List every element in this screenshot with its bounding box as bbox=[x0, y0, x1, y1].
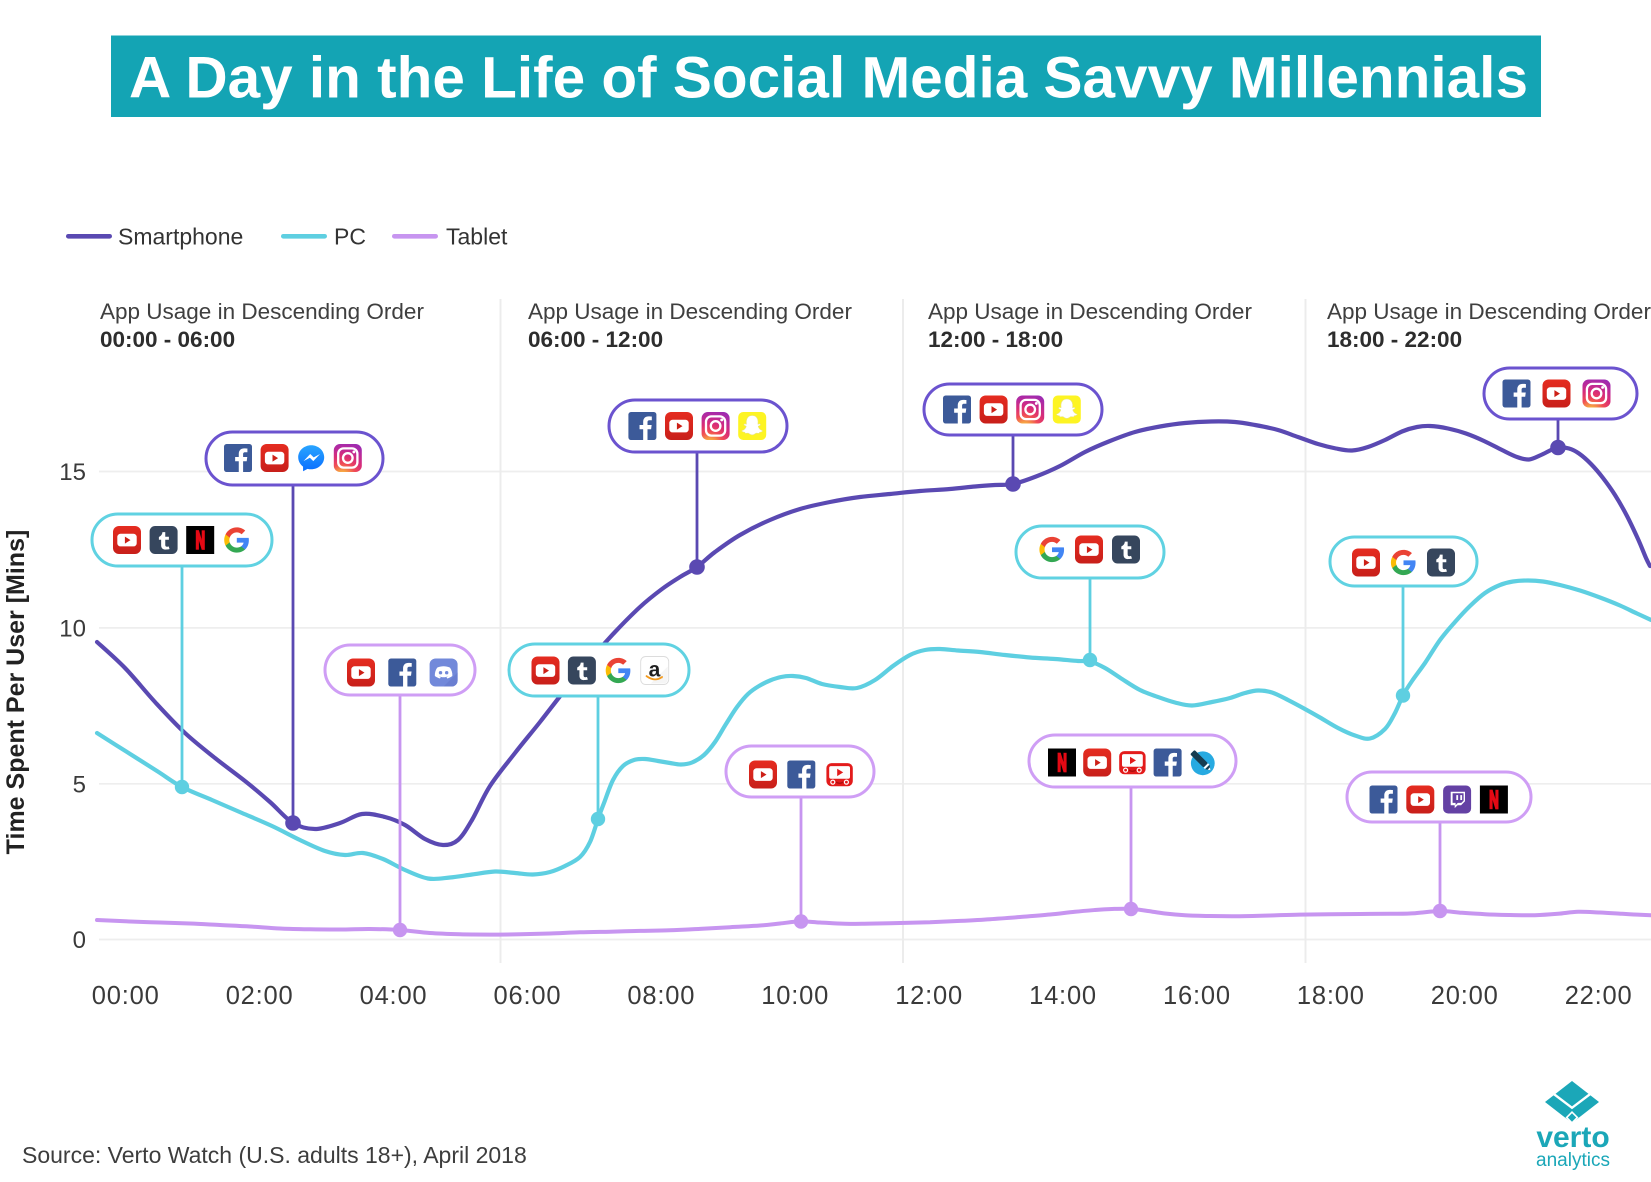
svg-text:0: 0 bbox=[73, 927, 86, 954]
svg-text:App Usage in Descending Order: App Usage in Descending Order bbox=[1327, 299, 1651, 324]
svg-text:A Day in the Life of Social Me: A Day in the Life of Social Media Savvy … bbox=[129, 46, 1528, 111]
svg-text:5: 5 bbox=[73, 771, 86, 798]
svg-text:18:00 - 22:00: 18:00 - 22:00 bbox=[1327, 327, 1462, 352]
svg-text:analytics: analytics bbox=[1536, 1150, 1610, 1171]
svg-text:PC: PC bbox=[334, 224, 366, 250]
svg-text:App Usage in Descending Order: App Usage in Descending Order bbox=[928, 299, 1252, 324]
svg-text:Tablet: Tablet bbox=[446, 224, 508, 250]
svg-text:16:00: 16:00 bbox=[1163, 982, 1231, 1010]
svg-text:02:00: 02:00 bbox=[226, 982, 294, 1010]
svg-text:10: 10 bbox=[59, 615, 86, 642]
svg-text:14:00: 14:00 bbox=[1029, 982, 1097, 1010]
svg-text:Source: Verto Watch (U.S. adul: Source: Verto Watch (U.S. adults 18+), A… bbox=[22, 1142, 527, 1168]
svg-text:10:00: 10:00 bbox=[761, 982, 829, 1010]
svg-text:App Usage in Descending Order: App Usage in Descending Order bbox=[528, 299, 852, 324]
svg-text:App Usage in Descending Order: App Usage in Descending Order bbox=[100, 299, 424, 324]
svg-text:22:00: 22:00 bbox=[1565, 982, 1633, 1010]
svg-text:06:00 - 12:00: 06:00 - 12:00 bbox=[528, 327, 663, 352]
svg-text:04:00: 04:00 bbox=[360, 982, 428, 1010]
svg-text:Smartphone: Smartphone bbox=[118, 224, 243, 250]
svg-text:08:00: 08:00 bbox=[627, 982, 695, 1010]
svg-text:18:00: 18:00 bbox=[1297, 982, 1365, 1010]
svg-text:00:00 - 06:00: 00:00 - 06:00 bbox=[100, 327, 235, 352]
svg-text:12:00: 12:00 bbox=[895, 982, 963, 1010]
svg-text:15: 15 bbox=[59, 459, 86, 486]
svg-text:12:00 - 18:00: 12:00 - 18:00 bbox=[928, 327, 1063, 352]
svg-text:20:00: 20:00 bbox=[1431, 982, 1499, 1010]
svg-text:00:00: 00:00 bbox=[92, 982, 160, 1010]
svg-text:verto: verto bbox=[1536, 1121, 1609, 1154]
svg-text:06:00: 06:00 bbox=[493, 982, 561, 1010]
svg-text:Time Spent Per User [Mins]: Time Spent Per User [Mins] bbox=[2, 530, 30, 855]
